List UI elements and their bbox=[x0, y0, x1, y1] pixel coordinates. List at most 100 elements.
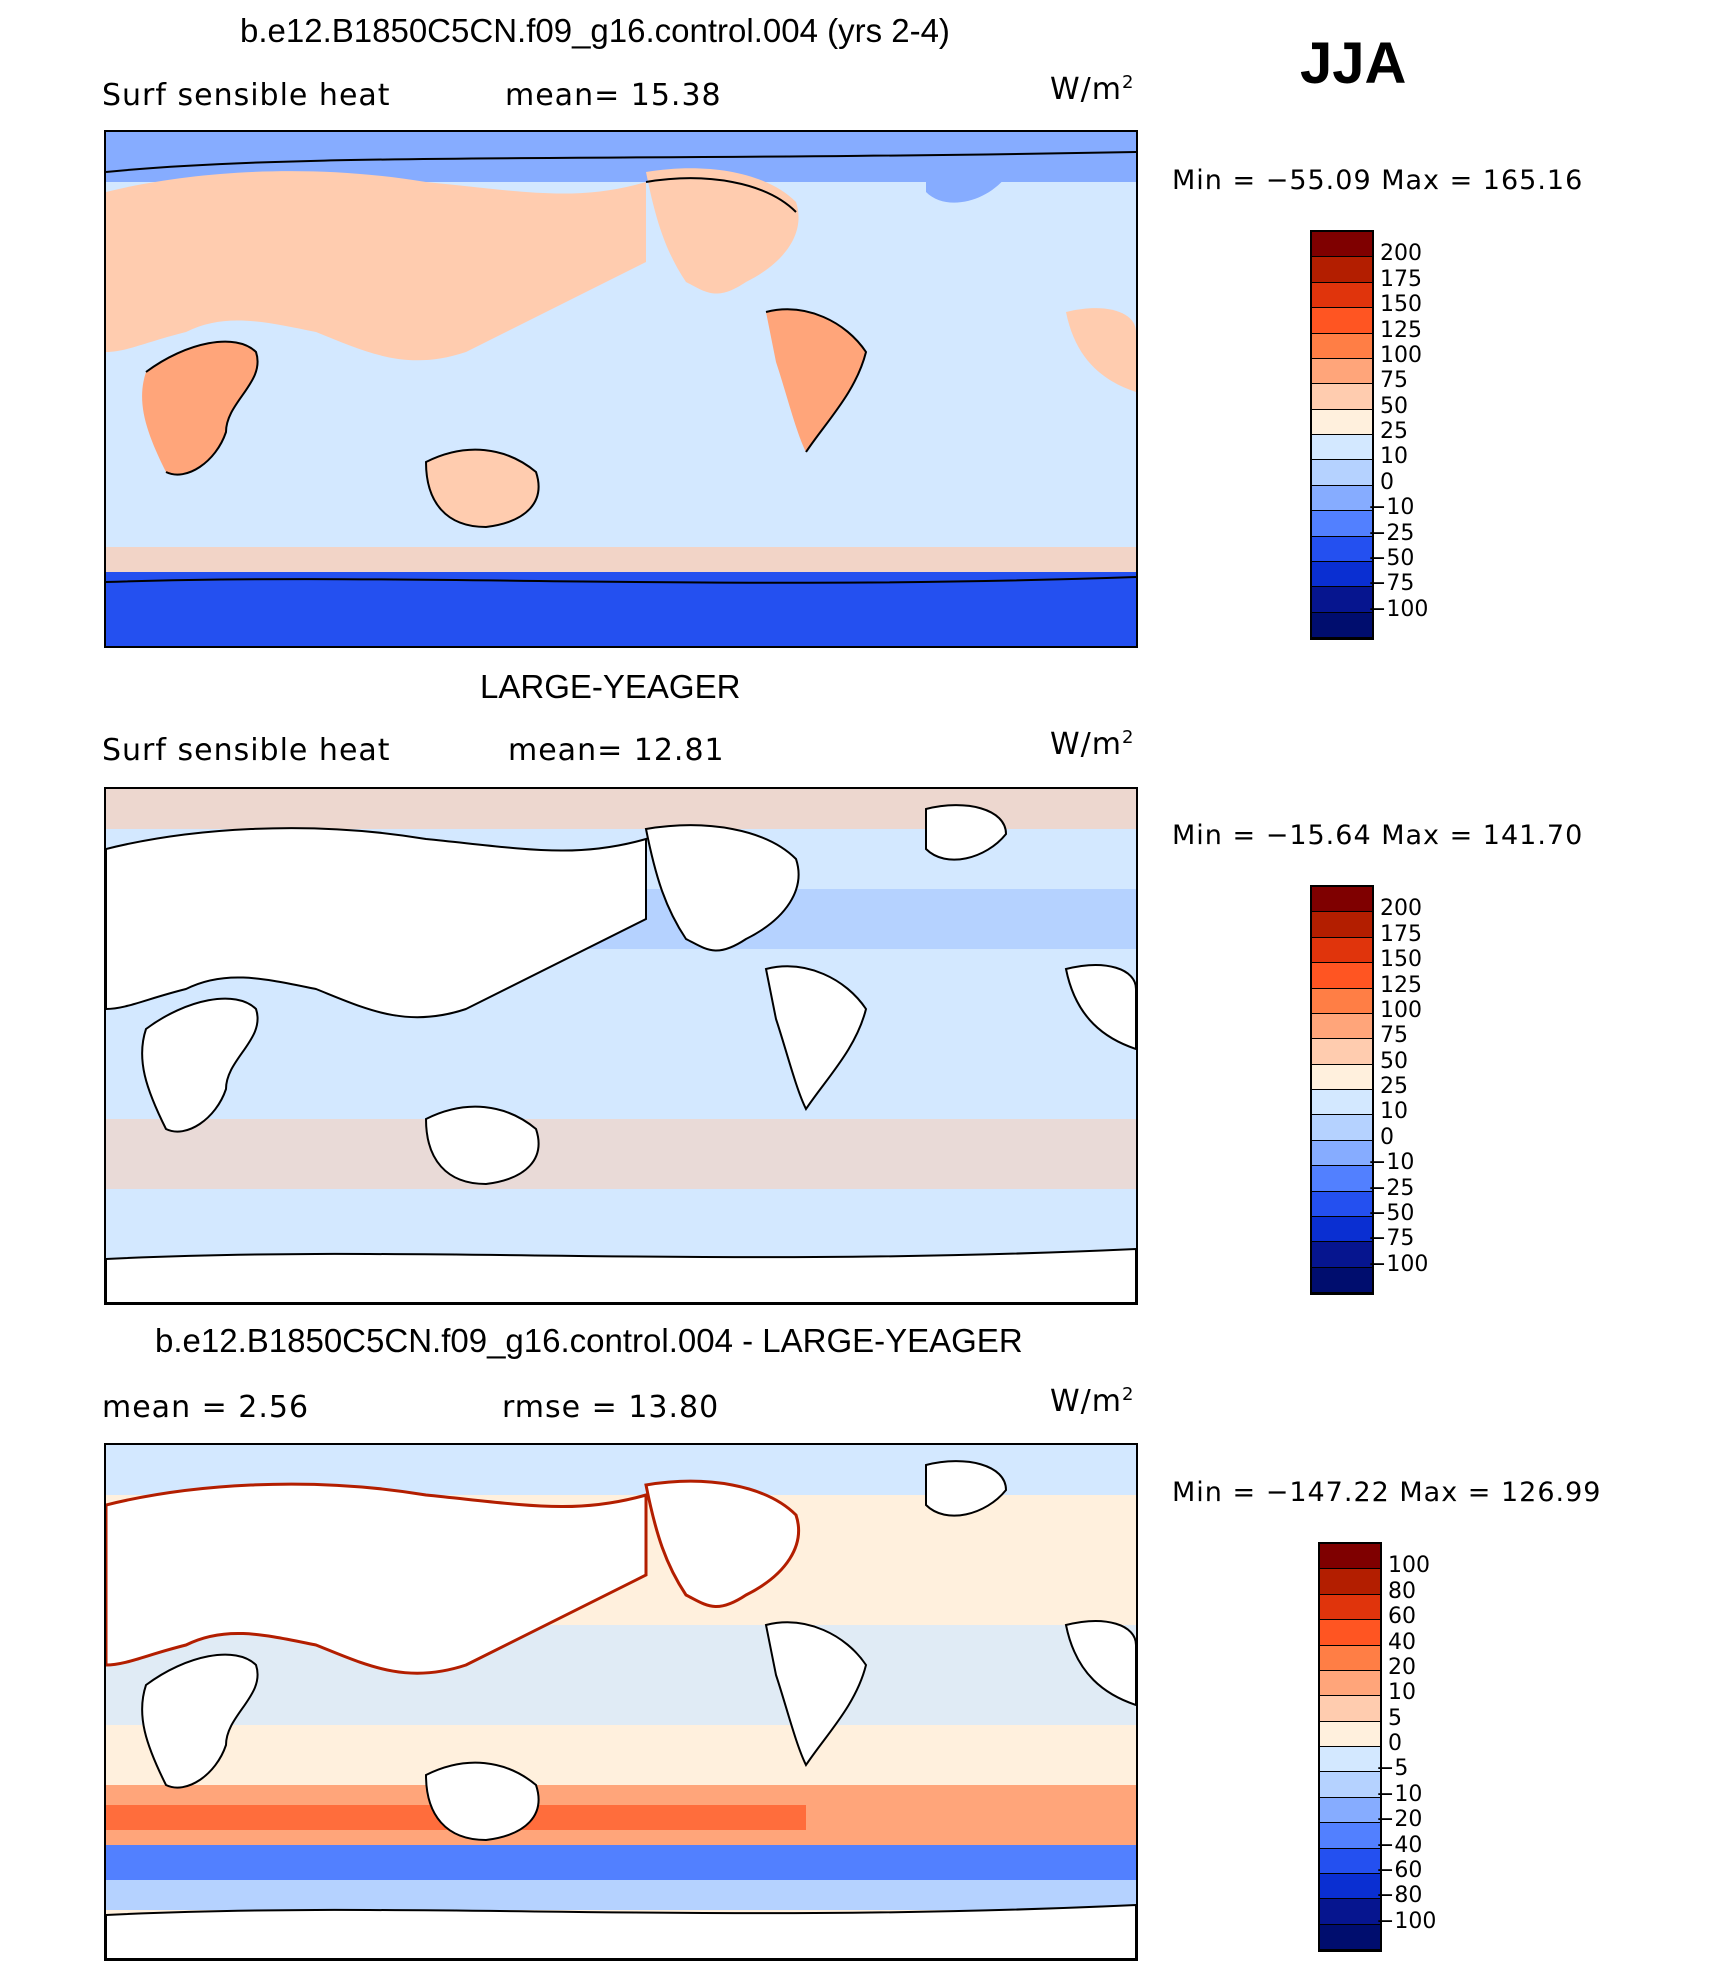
colorbar-label: 10 bbox=[1380, 444, 1408, 470]
colorbar-swatch bbox=[1312, 409, 1372, 435]
colorbar-label: −100 bbox=[1368, 1251, 1429, 1277]
colorbar-swatch bbox=[1312, 1267, 1372, 1293]
colorbar-swatch bbox=[1320, 1620, 1380, 1646]
colorbar-label: 150 bbox=[1380, 292, 1422, 318]
colorbar-swatch bbox=[1312, 435, 1372, 461]
panel-3-units-base: W/m bbox=[1050, 1384, 1122, 1419]
colorbar-swatch bbox=[1320, 1670, 1380, 1697]
colorbar-label: −10 bbox=[1368, 495, 1415, 521]
colorbar-swatch bbox=[1312, 1216, 1372, 1243]
colorbar-swatch bbox=[1312, 912, 1372, 938]
colorbar-swatch bbox=[1312, 561, 1372, 588]
colorbar-label: 50 bbox=[1380, 1048, 1408, 1074]
colorbar-label: 0 bbox=[1380, 1124, 1394, 1150]
colorbar-swatch bbox=[1320, 1797, 1380, 1824]
colorbar-swatch bbox=[1312, 485, 1372, 512]
panel-1-units: W/m2 bbox=[1050, 72, 1134, 107]
colorbar-label: −20 bbox=[1376, 1807, 1423, 1833]
colorbar-swatch bbox=[1312, 963, 1372, 989]
panel-3-units-exp: 2 bbox=[1122, 1384, 1135, 1405]
panel-2-units-base: W/m bbox=[1050, 727, 1122, 762]
panel-2-map bbox=[104, 787, 1138, 1305]
colorbar-swatch bbox=[1312, 887, 1372, 913]
colorbar-label: −5 bbox=[1376, 1756, 1409, 1782]
colorbar-label: 25 bbox=[1380, 419, 1408, 444]
colorbar-label: 200 bbox=[1380, 241, 1422, 267]
panel-3-colorbar-swatches bbox=[1320, 1544, 1380, 1950]
colorbar-swatch bbox=[1312, 460, 1372, 486]
colorbar-swatch bbox=[1312, 232, 1372, 258]
panel-3-minmax: Min = −147.22 Max = 126.99 bbox=[1172, 1477, 1602, 1508]
colorbar-label: 100 bbox=[1380, 342, 1422, 368]
panel-2-units-exp: 2 bbox=[1122, 727, 1135, 748]
colorbar-label: 100 bbox=[1388, 1553, 1430, 1579]
panel-2-colorbar bbox=[1310, 885, 1374, 1295]
colorbar-swatch bbox=[1312, 1140, 1372, 1167]
panel-1-map-svg bbox=[106, 132, 1136, 646]
colorbar-swatch bbox=[1320, 1696, 1380, 1722]
colorbar-label: −75 bbox=[1368, 1226, 1415, 1252]
colorbar-swatch bbox=[1320, 1823, 1380, 1849]
colorbar-swatch bbox=[1312, 1115, 1372, 1141]
colorbar-swatch bbox=[1312, 282, 1372, 309]
colorbar-label: −25 bbox=[1368, 520, 1415, 546]
panel-2-units: W/m2 bbox=[1050, 727, 1134, 762]
colorbar-swatch bbox=[1312, 1039, 1372, 1065]
panel-2-title: LARGE-YEAGER bbox=[480, 668, 741, 705]
colorbar-swatch bbox=[1320, 1594, 1380, 1621]
colorbar-label: 75 bbox=[1380, 368, 1408, 394]
panel-3-colorbar bbox=[1318, 1542, 1382, 1952]
panel-1-variable: Surf sensible heat bbox=[102, 78, 391, 113]
colorbar-label: 175 bbox=[1380, 266, 1422, 292]
colorbar-label: 80 bbox=[1388, 1578, 1416, 1604]
colorbar-swatch bbox=[1320, 1544, 1380, 1570]
colorbar-label: 60 bbox=[1388, 1604, 1416, 1630]
colorbar-swatch bbox=[1320, 1772, 1380, 1798]
panel-3-mean: mean = 2.56 bbox=[102, 1390, 310, 1425]
season-label: JJA bbox=[1300, 31, 1407, 96]
colorbar-swatch bbox=[1312, 308, 1372, 334]
panel-3-map-svg bbox=[106, 1445, 1136, 1959]
colorbar-label: −100 bbox=[1376, 1908, 1437, 1934]
colorbar-label: −60 bbox=[1376, 1857, 1423, 1883]
colorbar-label: 75 bbox=[1380, 1023, 1408, 1049]
colorbar-label: 20 bbox=[1388, 1654, 1416, 1680]
colorbar-label: −100 bbox=[1368, 596, 1429, 622]
colorbar-swatch bbox=[1320, 1873, 1380, 1900]
colorbar-label: −75 bbox=[1368, 571, 1415, 597]
colorbar-label: 125 bbox=[1380, 317, 1422, 343]
panel-1-colorbar bbox=[1310, 230, 1374, 640]
colorbar-label: 10 bbox=[1380, 1099, 1408, 1125]
colorbar-swatch bbox=[1312, 384, 1372, 410]
colorbar-swatch bbox=[1320, 1569, 1380, 1595]
colorbar-label: 25 bbox=[1380, 1074, 1408, 1099]
colorbar-label: 125 bbox=[1380, 972, 1422, 998]
colorbar-swatch bbox=[1312, 1191, 1372, 1217]
colorbar-label: 0 bbox=[1388, 1731, 1402, 1756]
colorbar-label: 40 bbox=[1388, 1629, 1416, 1655]
colorbar-label: 100 bbox=[1380, 997, 1422, 1023]
panel-2-map-svg bbox=[106, 789, 1136, 1303]
colorbar-label: −10 bbox=[1376, 1781, 1423, 1807]
colorbar-swatch bbox=[1320, 1924, 1380, 1950]
panel-3-rmse: rmse = 13.80 bbox=[502, 1390, 720, 1425]
colorbar-label: 0 bbox=[1380, 469, 1394, 495]
colorbar-swatch bbox=[1312, 988, 1372, 1014]
panel-2-minmax: Min = −15.64 Max = 141.70 bbox=[1172, 820, 1584, 851]
panel-2-mean: mean= 12.81 bbox=[508, 733, 725, 768]
colorbar-label: −10 bbox=[1368, 1150, 1415, 1176]
colorbar-swatch bbox=[1320, 1645, 1380, 1671]
colorbar-label: −40 bbox=[1376, 1832, 1423, 1858]
colorbar-label: 10 bbox=[1388, 1680, 1416, 1706]
colorbar-swatch bbox=[1312, 1090, 1372, 1116]
panel-1-units-base: W/m bbox=[1050, 72, 1122, 107]
colorbar-swatch bbox=[1320, 1899, 1380, 1925]
colorbar-swatch bbox=[1312, 612, 1372, 638]
panel-2-colorbar-swatches bbox=[1312, 887, 1372, 1293]
colorbar-label: 150 bbox=[1380, 947, 1422, 973]
panel-1-minmax: Min = −55.09 Max = 165.16 bbox=[1172, 165, 1584, 196]
colorbar-label: 200 bbox=[1380, 896, 1422, 922]
colorbar-swatch bbox=[1312, 511, 1372, 537]
panel-1-mean: mean= 15.38 bbox=[505, 78, 722, 113]
panel-3-map bbox=[104, 1443, 1138, 1961]
